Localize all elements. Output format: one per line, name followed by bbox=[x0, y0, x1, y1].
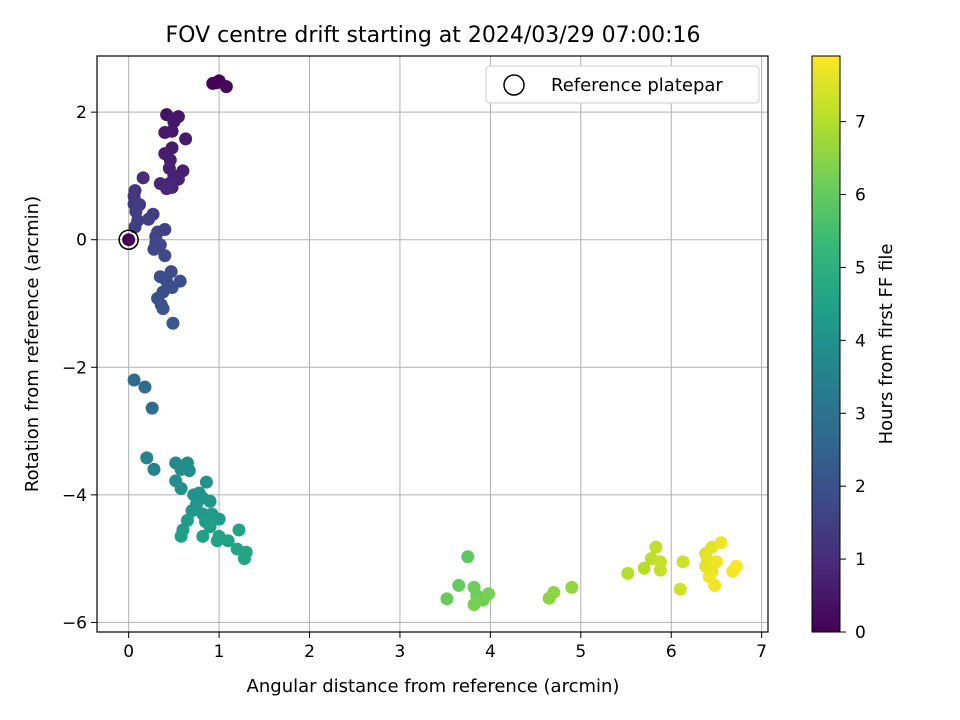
data-point bbox=[467, 598, 481, 612]
data-point bbox=[621, 566, 635, 580]
x-tick-label: 3 bbox=[395, 642, 406, 662]
y-tick-label: −6 bbox=[62, 613, 87, 633]
y-tick-label: −2 bbox=[62, 358, 87, 378]
data-point bbox=[221, 534, 235, 548]
colorbar-tick-label: 2 bbox=[855, 477, 866, 497]
y-axis-ticks: −6 −4 −2 0 2 bbox=[62, 103, 97, 633]
data-point bbox=[702, 570, 716, 584]
grid bbox=[97, 56, 768, 632]
y-axis-label: Rotation from reference (arcmin) bbox=[22, 196, 43, 492]
data-point bbox=[199, 475, 213, 489]
data-point bbox=[219, 80, 233, 94]
x-tick-label: 7 bbox=[756, 642, 767, 662]
data-point bbox=[709, 555, 723, 569]
legend-label-reference-platepar: Reference platepar bbox=[551, 75, 723, 96]
colorbar-tick-label: 5 bbox=[855, 258, 866, 278]
data-point bbox=[158, 126, 172, 140]
data-point bbox=[136, 171, 150, 185]
x-tick-label: 2 bbox=[304, 642, 315, 662]
data-point bbox=[461, 550, 475, 564]
data-point bbox=[179, 132, 193, 146]
data-point bbox=[160, 182, 174, 196]
data-point bbox=[147, 242, 161, 256]
x-axis-label: Angular distance from reference (arcmin) bbox=[247, 676, 620, 697]
data-point bbox=[174, 529, 188, 543]
data-point bbox=[676, 555, 690, 569]
y-tick-label: 0 bbox=[76, 231, 87, 251]
colorbar-tick-label: 1 bbox=[855, 550, 866, 570]
data-point bbox=[649, 540, 663, 554]
data-point bbox=[140, 451, 154, 465]
colorbar-tick-label: 7 bbox=[855, 113, 866, 133]
chart-title: FOV centre drift starting at 2024/03/29 … bbox=[166, 23, 701, 48]
data-point bbox=[145, 401, 159, 415]
data-point bbox=[127, 373, 141, 387]
data-point bbox=[637, 561, 651, 575]
data-point bbox=[142, 212, 156, 226]
data-point bbox=[212, 512, 226, 526]
data-point bbox=[166, 316, 180, 330]
x-tick-label: 4 bbox=[485, 642, 496, 662]
colorbar-tick-label: 0 bbox=[855, 623, 866, 643]
data-point bbox=[440, 592, 454, 606]
data-point bbox=[128, 220, 142, 234]
data-point bbox=[729, 559, 743, 573]
data-point bbox=[673, 582, 687, 596]
data-point bbox=[203, 520, 217, 534]
x-axis-ticks: 0 1 2 3 4 5 6 7 bbox=[123, 632, 767, 662]
data-point bbox=[653, 563, 667, 577]
plot-frame bbox=[96, 55, 769, 633]
colorbar bbox=[811, 55, 841, 633]
colorbar-tick-label: 4 bbox=[855, 331, 866, 351]
x-tick-label: 1 bbox=[214, 642, 225, 662]
data-point bbox=[203, 494, 217, 508]
data-point bbox=[122, 233, 136, 247]
legend: Reference platepar bbox=[485, 65, 760, 104]
data-point bbox=[206, 76, 220, 90]
x-tick-label: 0 bbox=[123, 642, 134, 662]
data-point bbox=[158, 249, 172, 263]
data-point bbox=[138, 380, 152, 394]
colorbar-tick-label: 6 bbox=[855, 186, 866, 206]
data-point bbox=[565, 580, 579, 594]
data-point bbox=[714, 536, 728, 550]
data-points bbox=[122, 74, 743, 612]
data-point bbox=[174, 481, 188, 495]
legend-reference-marker bbox=[503, 74, 525, 96]
colorbar-ticks: 0 1 2 3 4 5 6 7 bbox=[840, 113, 866, 643]
y-tick-label: 2 bbox=[76, 103, 87, 123]
data-point bbox=[547, 585, 561, 599]
reference-marker-layer bbox=[118, 229, 139, 250]
data-point bbox=[210, 534, 224, 548]
x-tick-label: 5 bbox=[575, 642, 586, 662]
data-point bbox=[232, 523, 246, 537]
data-point bbox=[196, 529, 210, 543]
data-point bbox=[156, 302, 170, 316]
legend-box bbox=[485, 65, 760, 104]
data-point bbox=[452, 578, 466, 592]
colorbar-label: Hours from first FF file bbox=[876, 244, 897, 445]
data-point bbox=[482, 587, 496, 601]
x-tick-label: 6 bbox=[666, 642, 677, 662]
data-point bbox=[182, 464, 196, 478]
y-tick-label: −4 bbox=[62, 486, 87, 506]
data-point bbox=[237, 552, 251, 566]
data-point bbox=[147, 462, 161, 476]
reference-marker bbox=[118, 229, 139, 250]
colorbar-tick-label: 3 bbox=[855, 404, 866, 424]
